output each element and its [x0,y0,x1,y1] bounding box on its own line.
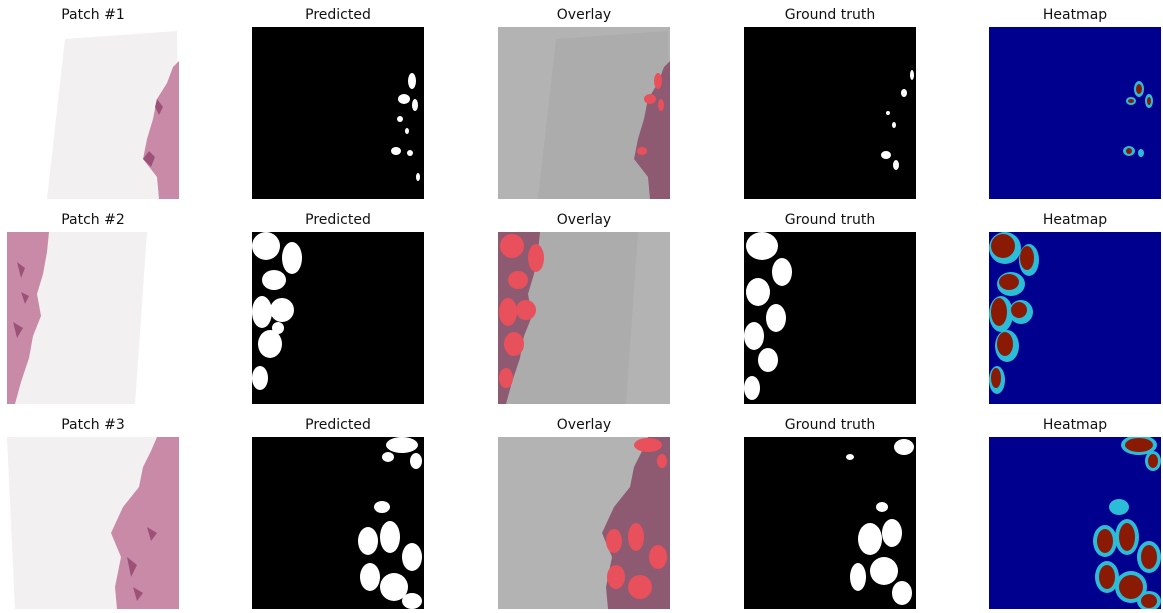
row-3-heatmap: Heatmap [989,415,1161,609]
row-2-patch: Patch #2 [7,210,179,404]
panel-title: Overlay [556,417,612,433]
overlay-image [498,27,670,199]
heatmap-image [989,232,1161,404]
heatmap-image [989,27,1161,199]
panel-title: Predicted [305,7,371,23]
row-1-predicted: Predicted [252,5,424,199]
row-3-predicted: Predicted [252,415,424,609]
ground-truth-mask [744,27,916,199]
heatmap-image [989,437,1161,609]
overlay-image [498,437,670,609]
patch-image [7,232,179,404]
panel-title: Patch #1 [61,7,125,23]
panel-title: Ground truth [784,417,876,433]
row-3-ground-truth: Ground truth [744,415,916,609]
panel-title: Ground truth [784,212,876,228]
panel-title: Patch #3 [61,417,125,433]
row-3-overlay: Overlay [498,415,670,609]
predicted-mask [252,437,424,609]
row-1-patch: Patch #1 [7,5,179,199]
ground-truth-mask [744,437,916,609]
panel-title: Predicted [305,417,371,433]
panel-title: Overlay [556,7,612,23]
overlay-image [498,232,670,404]
row-2-overlay: Overlay [498,210,670,404]
row-1-heatmap: Heatmap [989,5,1161,199]
row-2-heatmap: Heatmap [989,210,1161,404]
panel-title: Overlay [556,212,612,228]
patch-image [7,437,179,609]
row-2-predicted: Predicted [252,210,424,404]
row-2-ground-truth: Ground truth [744,210,916,404]
panel-title: Heatmap [1042,7,1108,23]
row-3-patch: Patch #3 [7,415,179,609]
panel-title: Ground truth [784,7,876,23]
predicted-mask [252,232,424,404]
patch-image [7,27,179,199]
panel-title: Predicted [305,212,371,228]
row-1-overlay: Overlay [498,5,670,199]
row-1-ground-truth: Ground truth [744,5,916,199]
panel-title: Heatmap [1042,212,1108,228]
ground-truth-mask [744,232,916,404]
panel-title: Heatmap [1042,417,1108,433]
panel-title: Patch #2 [61,212,125,228]
predicted-mask [252,27,424,199]
